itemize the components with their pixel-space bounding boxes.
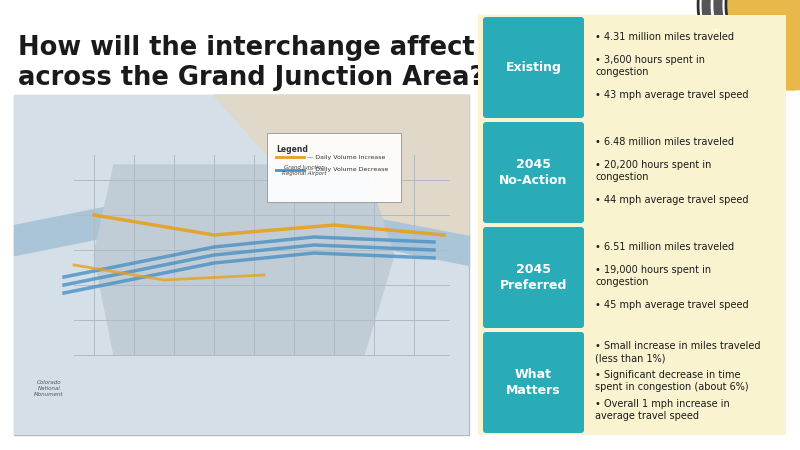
Text: • 20,200 hours spent in
congestion: • 20,200 hours spent in congestion xyxy=(595,160,711,182)
Text: • 3,600 hours spent in
congestion: • 3,600 hours spent in congestion xyxy=(595,55,705,77)
Bar xyxy=(14,95,469,435)
Text: Legend: Legend xyxy=(276,145,308,154)
Text: across the Grand Junction Area?: across the Grand Junction Area? xyxy=(18,65,484,91)
Text: What
Matters: What Matters xyxy=(506,368,561,397)
FancyBboxPatch shape xyxy=(483,332,584,433)
Polygon shape xyxy=(94,165,394,355)
Text: 2045
No-Action: 2045 No-Action xyxy=(499,158,568,187)
Text: Colorado
National
Monument: Colorado National Monument xyxy=(34,380,64,396)
FancyBboxPatch shape xyxy=(483,17,584,118)
Text: • Significant decrease in time
spent in congestion (about 6%): • Significant decrease in time spent in … xyxy=(595,370,749,392)
Text: Existing: Existing xyxy=(506,61,562,74)
Text: • 44 mph average travel speed: • 44 mph average travel speed xyxy=(595,195,749,205)
Circle shape xyxy=(705,0,800,90)
Text: • Overall 1 mph increase in
average travel speed: • Overall 1 mph increase in average trav… xyxy=(595,399,730,421)
Text: — Daily Volume Increase: — Daily Volume Increase xyxy=(307,154,386,159)
FancyBboxPatch shape xyxy=(267,133,401,202)
Text: • Small increase in miles traveled
(less than 1%): • Small increase in miles traveled (less… xyxy=(595,341,761,363)
Text: • 45 mph average travel speed: • 45 mph average travel speed xyxy=(595,300,749,310)
Polygon shape xyxy=(214,95,469,235)
Text: — Daily Volume Decrease: — Daily Volume Decrease xyxy=(307,167,388,172)
Text: 2045
Preferred: 2045 Preferred xyxy=(500,263,567,292)
Text: • 19,000 hours spent in
congestion: • 19,000 hours spent in congestion xyxy=(595,265,711,287)
Bar xyxy=(478,15,786,435)
FancyBboxPatch shape xyxy=(14,95,469,435)
Text: Grand Junction
Regional Airport: Grand Junction Regional Airport xyxy=(282,165,326,176)
Text: • 4.31 million miles traveled: • 4.31 million miles traveled xyxy=(595,32,734,42)
Text: • 6.48 million miles traveled: • 6.48 million miles traveled xyxy=(595,137,734,147)
FancyBboxPatch shape xyxy=(483,227,584,328)
FancyBboxPatch shape xyxy=(483,122,584,223)
Text: • 43 mph average travel speed: • 43 mph average travel speed xyxy=(595,90,749,100)
Text: • 6.51 million miles traveled: • 6.51 million miles traveled xyxy=(595,242,734,252)
Text: How will the interchange affect traffic: How will the interchange affect traffic xyxy=(18,35,573,61)
